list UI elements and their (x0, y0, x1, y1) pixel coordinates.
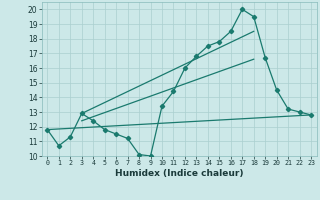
X-axis label: Humidex (Indice chaleur): Humidex (Indice chaleur) (115, 169, 244, 178)
